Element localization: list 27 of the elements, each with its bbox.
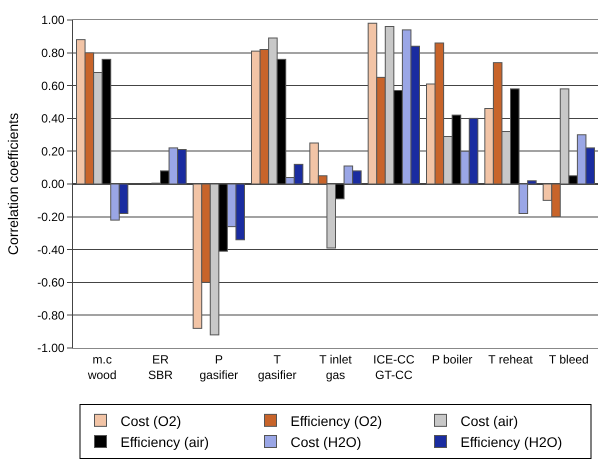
- x-tick-label: T reheat: [488, 352, 534, 366]
- x-tick-label: T gasifier: [258, 352, 297, 382]
- x-tick-label: ICE-CC GT-CC: [373, 352, 415, 382]
- y-tick-label: 0.60: [41, 78, 65, 93]
- y-tick-label: -1.00: [37, 341, 65, 356]
- x-tick-label: m.c wood: [86, 352, 117, 382]
- y-tick-label: 0.80: [41, 46, 65, 60]
- x-tick-label: P gasifier: [199, 352, 238, 382]
- x-tick-label: T inlet gas: [319, 352, 352, 382]
- x-tick-label: P boiler: [432, 352, 472, 366]
- legend-label: Efficiency (air): [120, 434, 209, 450]
- legend-label: Cost (H2O): [290, 434, 362, 450]
- y-tick-label: 0.00: [41, 177, 65, 192]
- legend-label: Cost (air): [460, 412, 518, 429]
- y-axis-title: Correlation coefficients: [4, 112, 21, 256]
- y-tick-label: -0.40: [37, 242, 65, 257]
- legend-label: Efficiency (H2O): [460, 434, 562, 450]
- legend-label: Efficiency (O2): [290, 412, 382, 429]
- y-tick-label: -0.60: [37, 276, 65, 290]
- y-tick-label: -0.80: [37, 308, 65, 322]
- legend-label: Cost (O2): [120, 412, 182, 429]
- y-tick-label: 1.00: [41, 13, 65, 28]
- y-tick-label: 0.40: [41, 112, 65, 126]
- y-tick-label: 0.20: [41, 144, 65, 158]
- y-tick-label: -0.20: [37, 210, 65, 224]
- x-tick-label: T bleed: [548, 352, 589, 366]
- x-tick-label: ER SBR: [148, 352, 174, 382]
